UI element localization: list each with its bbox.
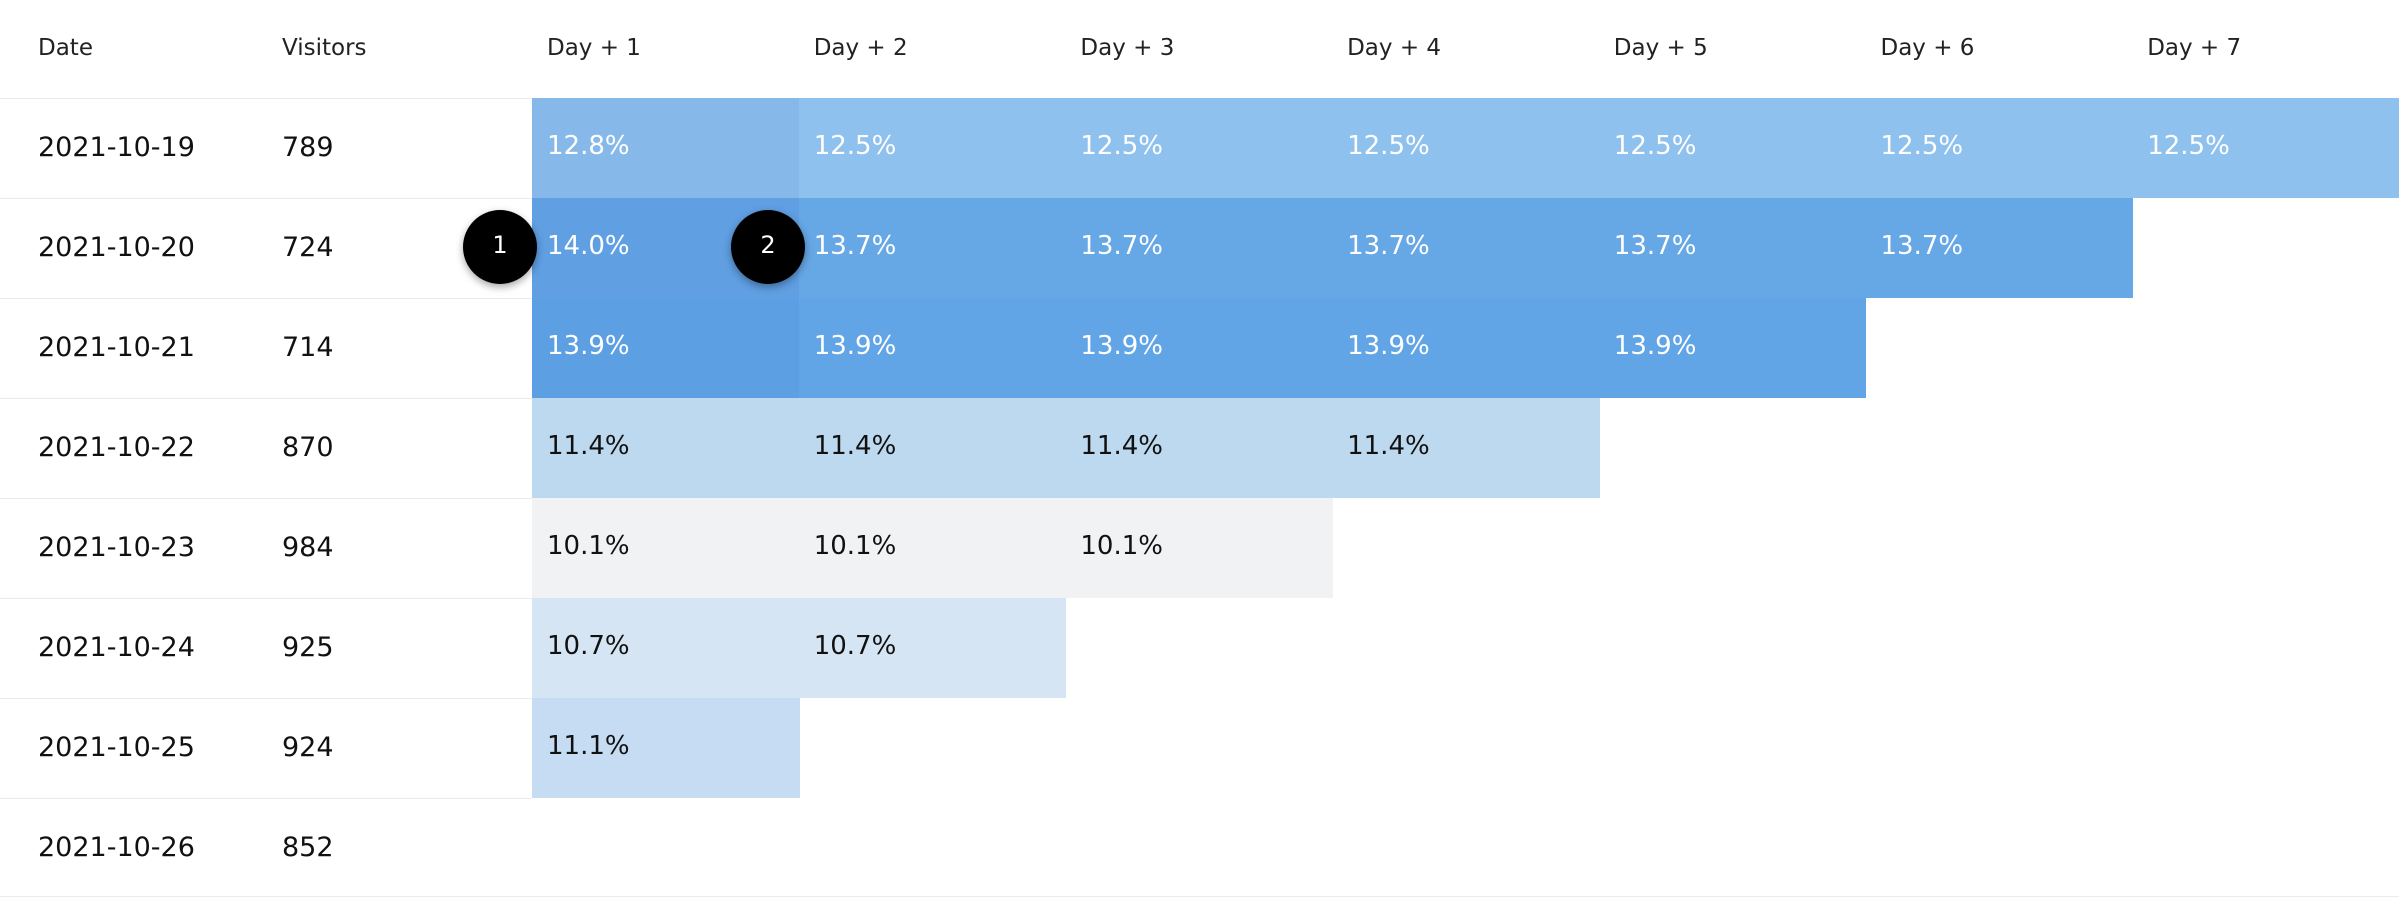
column-header: Date — [38, 35, 93, 61]
visitors-cell: 925 — [282, 632, 334, 663]
retention-cell: 10.7% — [532, 598, 800, 698]
visitors-cell: 724 — [282, 232, 334, 263]
column-header: Day + 7 — [2147, 35, 2242, 61]
column-header: Day + 3 — [1080, 35, 1175, 61]
retention-cell: 13.7% — [1065, 198, 1334, 298]
row-divider — [0, 98, 532, 99]
retention-cell: 11.4% — [532, 398, 800, 498]
retention-cell: 10.1% — [532, 498, 800, 598]
date-cell: 2021-10-20 — [38, 232, 195, 263]
date-cell: 2021-10-23 — [38, 532, 195, 563]
retention-cell: 11.4% — [1332, 398, 1600, 498]
retention-cell: 11.4% — [1065, 398, 1334, 498]
retention-cell: 13.7% — [1598, 198, 1867, 298]
row-divider — [0, 498, 532, 499]
column-header: Day + 1 — [547, 35, 641, 61]
retention-cell: 12.5% — [1598, 98, 1867, 198]
retention-cell: 12.8% — [532, 98, 800, 198]
row-divider — [0, 298, 532, 299]
retention-cell: 13.7% — [1332, 198, 1600, 298]
retention-cell: 13.9% — [1065, 298, 1334, 398]
row-divider — [0, 398, 532, 399]
retention-cell: 13.9% — [798, 298, 1067, 398]
row-divider — [0, 896, 2399, 897]
annotation-badge: 1 — [463, 210, 537, 284]
date-cell: 2021-10-24 — [38, 632, 195, 663]
visitors-cell: 870 — [282, 432, 334, 463]
visitors-cell: 924 — [282, 732, 334, 763]
row-divider — [0, 798, 532, 799]
retention-cell: 10.7% — [798, 598, 1067, 698]
retention-cell: 13.7% — [1865, 198, 2134, 298]
retention-cell: 13.7% — [798, 198, 1067, 298]
date-cell: 2021-10-19 — [38, 132, 195, 163]
date-cell: 2021-10-22 — [38, 432, 195, 463]
column-header: Day + 5 — [1613, 35, 1708, 61]
retention-cell: 10.1% — [1065, 498, 1334, 598]
visitors-cell: 714 — [282, 332, 334, 363]
retention-cell: 13.9% — [1332, 298, 1600, 398]
retention-cell: 11.1% — [532, 698, 800, 798]
retention-cell: 12.5% — [1065, 98, 1334, 198]
retention-cell: 12.5% — [2132, 98, 2399, 198]
retention-cell: 12.5% — [1332, 98, 1600, 198]
column-header: Day + 6 — [1880, 35, 1975, 61]
retention-cell: 10.1% — [798, 498, 1067, 598]
date-cell: 2021-10-21 — [38, 332, 195, 363]
row-divider — [0, 598, 532, 599]
date-cell: 2021-10-25 — [38, 732, 195, 763]
column-header: Visitors — [282, 35, 367, 61]
retention-cell: 12.5% — [798, 98, 1067, 198]
visitors-cell: 984 — [282, 532, 334, 563]
retention-cell: 13.9% — [1598, 298, 1867, 398]
annotation-badge: 2 — [731, 210, 805, 284]
visitors-cell: 789 — [282, 132, 334, 163]
row-divider — [0, 698, 532, 699]
retention-cell: 13.9% — [532, 298, 800, 398]
retention-cell: 11.4% — [798, 398, 1067, 498]
date-cell: 2021-10-26 — [38, 832, 195, 863]
retention-cell: 12.5% — [1865, 98, 2134, 198]
visitors-cell: 852 — [282, 832, 334, 863]
column-header: Day + 4 — [1347, 35, 1442, 61]
row-divider — [0, 198, 532, 199]
column-header: Day + 2 — [813, 35, 908, 61]
